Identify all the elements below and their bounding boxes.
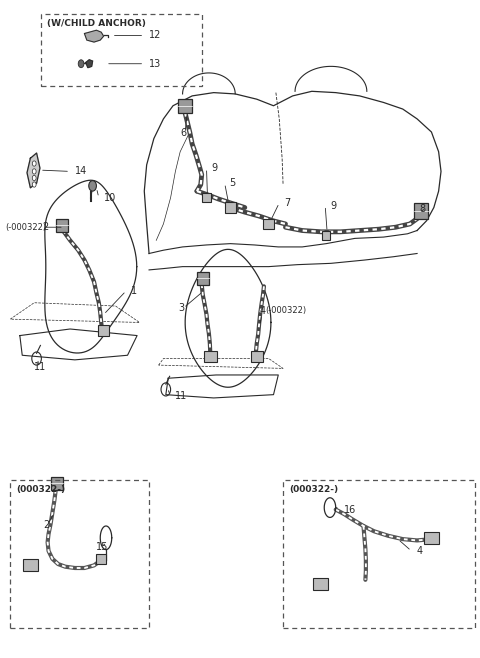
Text: 9: 9: [330, 201, 336, 211]
Text: 16: 16: [344, 505, 357, 515]
Circle shape: [78, 60, 84, 68]
Text: 11: 11: [34, 362, 47, 372]
Text: 12: 12: [149, 30, 161, 41]
Text: 7: 7: [284, 198, 290, 208]
Text: 2: 2: [42, 222, 48, 232]
Text: (000322-): (000322-): [289, 485, 338, 494]
Bar: [204, 351, 216, 363]
Text: 13: 13: [149, 59, 161, 68]
Text: 8: 8: [419, 205, 425, 215]
Text: 14: 14: [75, 166, 87, 176]
Bar: [23, 559, 37, 571]
Text: 2: 2: [43, 520, 49, 530]
Text: (W/CHILD ANCHOR): (W/CHILD ANCHOR): [47, 19, 146, 28]
Circle shape: [32, 169, 36, 174]
Bar: [197, 272, 209, 285]
Bar: [414, 203, 428, 218]
Text: 6: 6: [180, 128, 186, 138]
Text: 3: 3: [179, 303, 185, 313]
Bar: [251, 351, 263, 363]
Text: 9: 9: [211, 163, 217, 173]
Bar: [178, 99, 192, 113]
Bar: [98, 325, 109, 336]
Circle shape: [32, 182, 36, 187]
Text: 15: 15: [96, 542, 109, 552]
Text: 1: 1: [131, 286, 137, 296]
Circle shape: [32, 175, 36, 180]
Bar: [202, 193, 211, 202]
Polygon shape: [84, 30, 104, 42]
Text: 4: 4: [259, 305, 265, 316]
Polygon shape: [86, 60, 93, 68]
Bar: [51, 477, 63, 490]
Text: (-000322): (-000322): [265, 306, 306, 315]
Bar: [264, 218, 274, 229]
Bar: [313, 578, 327, 590]
Circle shape: [32, 161, 36, 166]
Text: (-000322): (-000322): [5, 222, 47, 232]
Text: 11: 11: [175, 391, 188, 401]
Polygon shape: [27, 153, 40, 188]
Bar: [322, 231, 330, 240]
Bar: [225, 202, 236, 213]
Circle shape: [89, 180, 96, 191]
Text: (000322-): (000322-): [16, 485, 65, 494]
Text: 5: 5: [229, 178, 236, 188]
Text: 10: 10: [104, 193, 116, 203]
Bar: [56, 218, 68, 232]
Bar: [96, 553, 107, 564]
Bar: [424, 532, 439, 544]
Text: 4: 4: [416, 546, 422, 556]
